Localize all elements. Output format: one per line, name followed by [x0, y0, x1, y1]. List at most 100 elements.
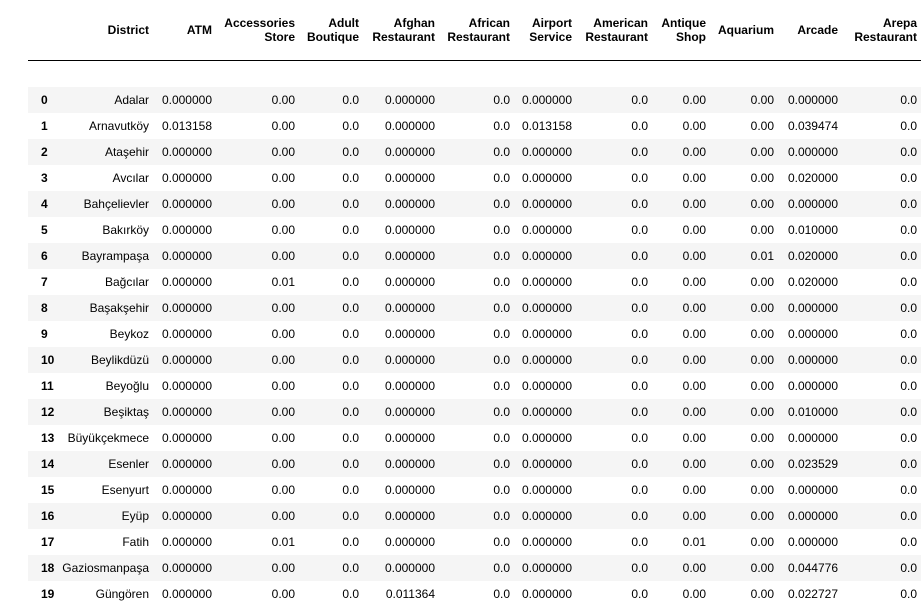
column-header: Afghan Restaurant	[363, 0, 439, 61]
value-cell: 0.00	[652, 139, 710, 165]
value-cell: 0.0	[439, 243, 514, 269]
value-cell: 0.000000	[778, 321, 842, 347]
value-cell: 0.000000	[514, 555, 576, 581]
value-cell: 0.01	[216, 269, 299, 295]
column-header: Arepa Restaurant	[842, 0, 921, 61]
value-cell: 0.00	[216, 113, 299, 139]
value-cell: 0.00	[710, 373, 778, 399]
value-cell: 0.000000	[153, 529, 216, 555]
value-cell: 0.0	[299, 191, 363, 217]
value-cell: 0.00	[652, 555, 710, 581]
value-cell: 0.00	[216, 217, 299, 243]
value-cell: 0.0	[299, 425, 363, 451]
value-cell: 0.0	[299, 503, 363, 529]
value-cell: 0.0	[299, 295, 363, 321]
district-cell: Arnavutköy	[54, 113, 153, 139]
column-header: African Restaurant	[439, 0, 514, 61]
value-cell: 0.000000	[363, 243, 439, 269]
value-cell: 0.00	[710, 477, 778, 503]
district-cell: Bahçelievler	[54, 191, 153, 217]
value-cell: 0.00	[652, 191, 710, 217]
value-cell: 0.0	[299, 581, 363, 607]
row-index: 13	[28, 425, 54, 451]
value-cell: 0.0	[439, 347, 514, 373]
value-cell: 0.00	[710, 139, 778, 165]
value-cell: 0.000000	[153, 321, 216, 347]
value-cell: 0.0	[842, 425, 921, 451]
district-cell: Avcılar	[54, 165, 153, 191]
value-cell: 0.044776	[778, 555, 842, 581]
value-cell: 0.000000	[363, 503, 439, 529]
row-index: 17	[28, 529, 54, 555]
value-cell: 0.000000	[153, 217, 216, 243]
value-cell: 0.00	[652, 581, 710, 607]
value-cell: 0.01	[216, 529, 299, 555]
value-cell: 0.0	[576, 321, 652, 347]
value-cell: 0.000000	[363, 425, 439, 451]
value-cell: 0.000000	[514, 581, 576, 607]
value-cell: 0.00	[652, 373, 710, 399]
value-cell: 0.00	[652, 243, 710, 269]
row-index: 19	[28, 581, 54, 607]
value-cell: 0.000000	[153, 243, 216, 269]
value-cell: 0.039474	[778, 113, 842, 139]
value-cell: 0.011364	[363, 581, 439, 607]
column-header: Airport Service	[514, 0, 576, 61]
row-index: 8	[28, 295, 54, 321]
value-cell: 0.020000	[778, 165, 842, 191]
value-cell: 0.0	[576, 217, 652, 243]
district-cell: Fatih	[54, 529, 153, 555]
value-cell: 0.00	[216, 451, 299, 477]
value-cell: 0.000000	[363, 451, 439, 477]
district-cell: Gaziosmanpaşa	[54, 555, 153, 581]
value-cell: 0.000000	[514, 217, 576, 243]
value-cell: 0.0	[439, 529, 514, 555]
value-cell: 0.000000	[363, 373, 439, 399]
value-cell: 0.00	[652, 165, 710, 191]
value-cell: 0.000000	[778, 503, 842, 529]
value-cell: 0.000000	[363, 165, 439, 191]
row-index: 3	[28, 165, 54, 191]
value-cell: 0.01	[652, 529, 710, 555]
value-cell: 0.000000	[153, 451, 216, 477]
value-cell: 0.0	[576, 529, 652, 555]
value-cell: 0.0	[439, 295, 514, 321]
value-cell: 0.0	[299, 321, 363, 347]
value-cell: 0.0	[439, 555, 514, 581]
value-cell: 0.000000	[153, 555, 216, 581]
row-index: 0	[28, 87, 54, 113]
value-cell: 0.000000	[778, 191, 842, 217]
value-cell: 0.0	[439, 373, 514, 399]
value-cell: 0.000000	[153, 269, 216, 295]
district-cell: Adalar	[54, 87, 153, 113]
value-cell: 0.000000	[514, 295, 576, 321]
value-cell: 0.0	[576, 243, 652, 269]
header-spacer	[28, 61, 921, 88]
value-cell: 0.020000	[778, 269, 842, 295]
value-cell: 0.00	[710, 87, 778, 113]
value-cell: 0.0	[842, 217, 921, 243]
value-cell: 0.0	[842, 451, 921, 477]
value-cell: 0.0	[299, 243, 363, 269]
value-cell: 0.0	[576, 191, 652, 217]
value-cell: 0.000000	[514, 321, 576, 347]
value-cell: 0.0	[299, 217, 363, 243]
value-cell: 0.0	[299, 529, 363, 555]
value-cell: 0.000000	[514, 139, 576, 165]
value-cell: 0.020000	[778, 243, 842, 269]
row-index: 10	[28, 347, 54, 373]
index-header	[28, 0, 54, 61]
value-cell: 0.000000	[778, 347, 842, 373]
value-cell: 0.0	[576, 113, 652, 139]
value-cell: 0.0	[299, 451, 363, 477]
row-index: 1	[28, 113, 54, 139]
column-header: Accessories Store	[216, 0, 299, 61]
value-cell: 0.00	[216, 243, 299, 269]
